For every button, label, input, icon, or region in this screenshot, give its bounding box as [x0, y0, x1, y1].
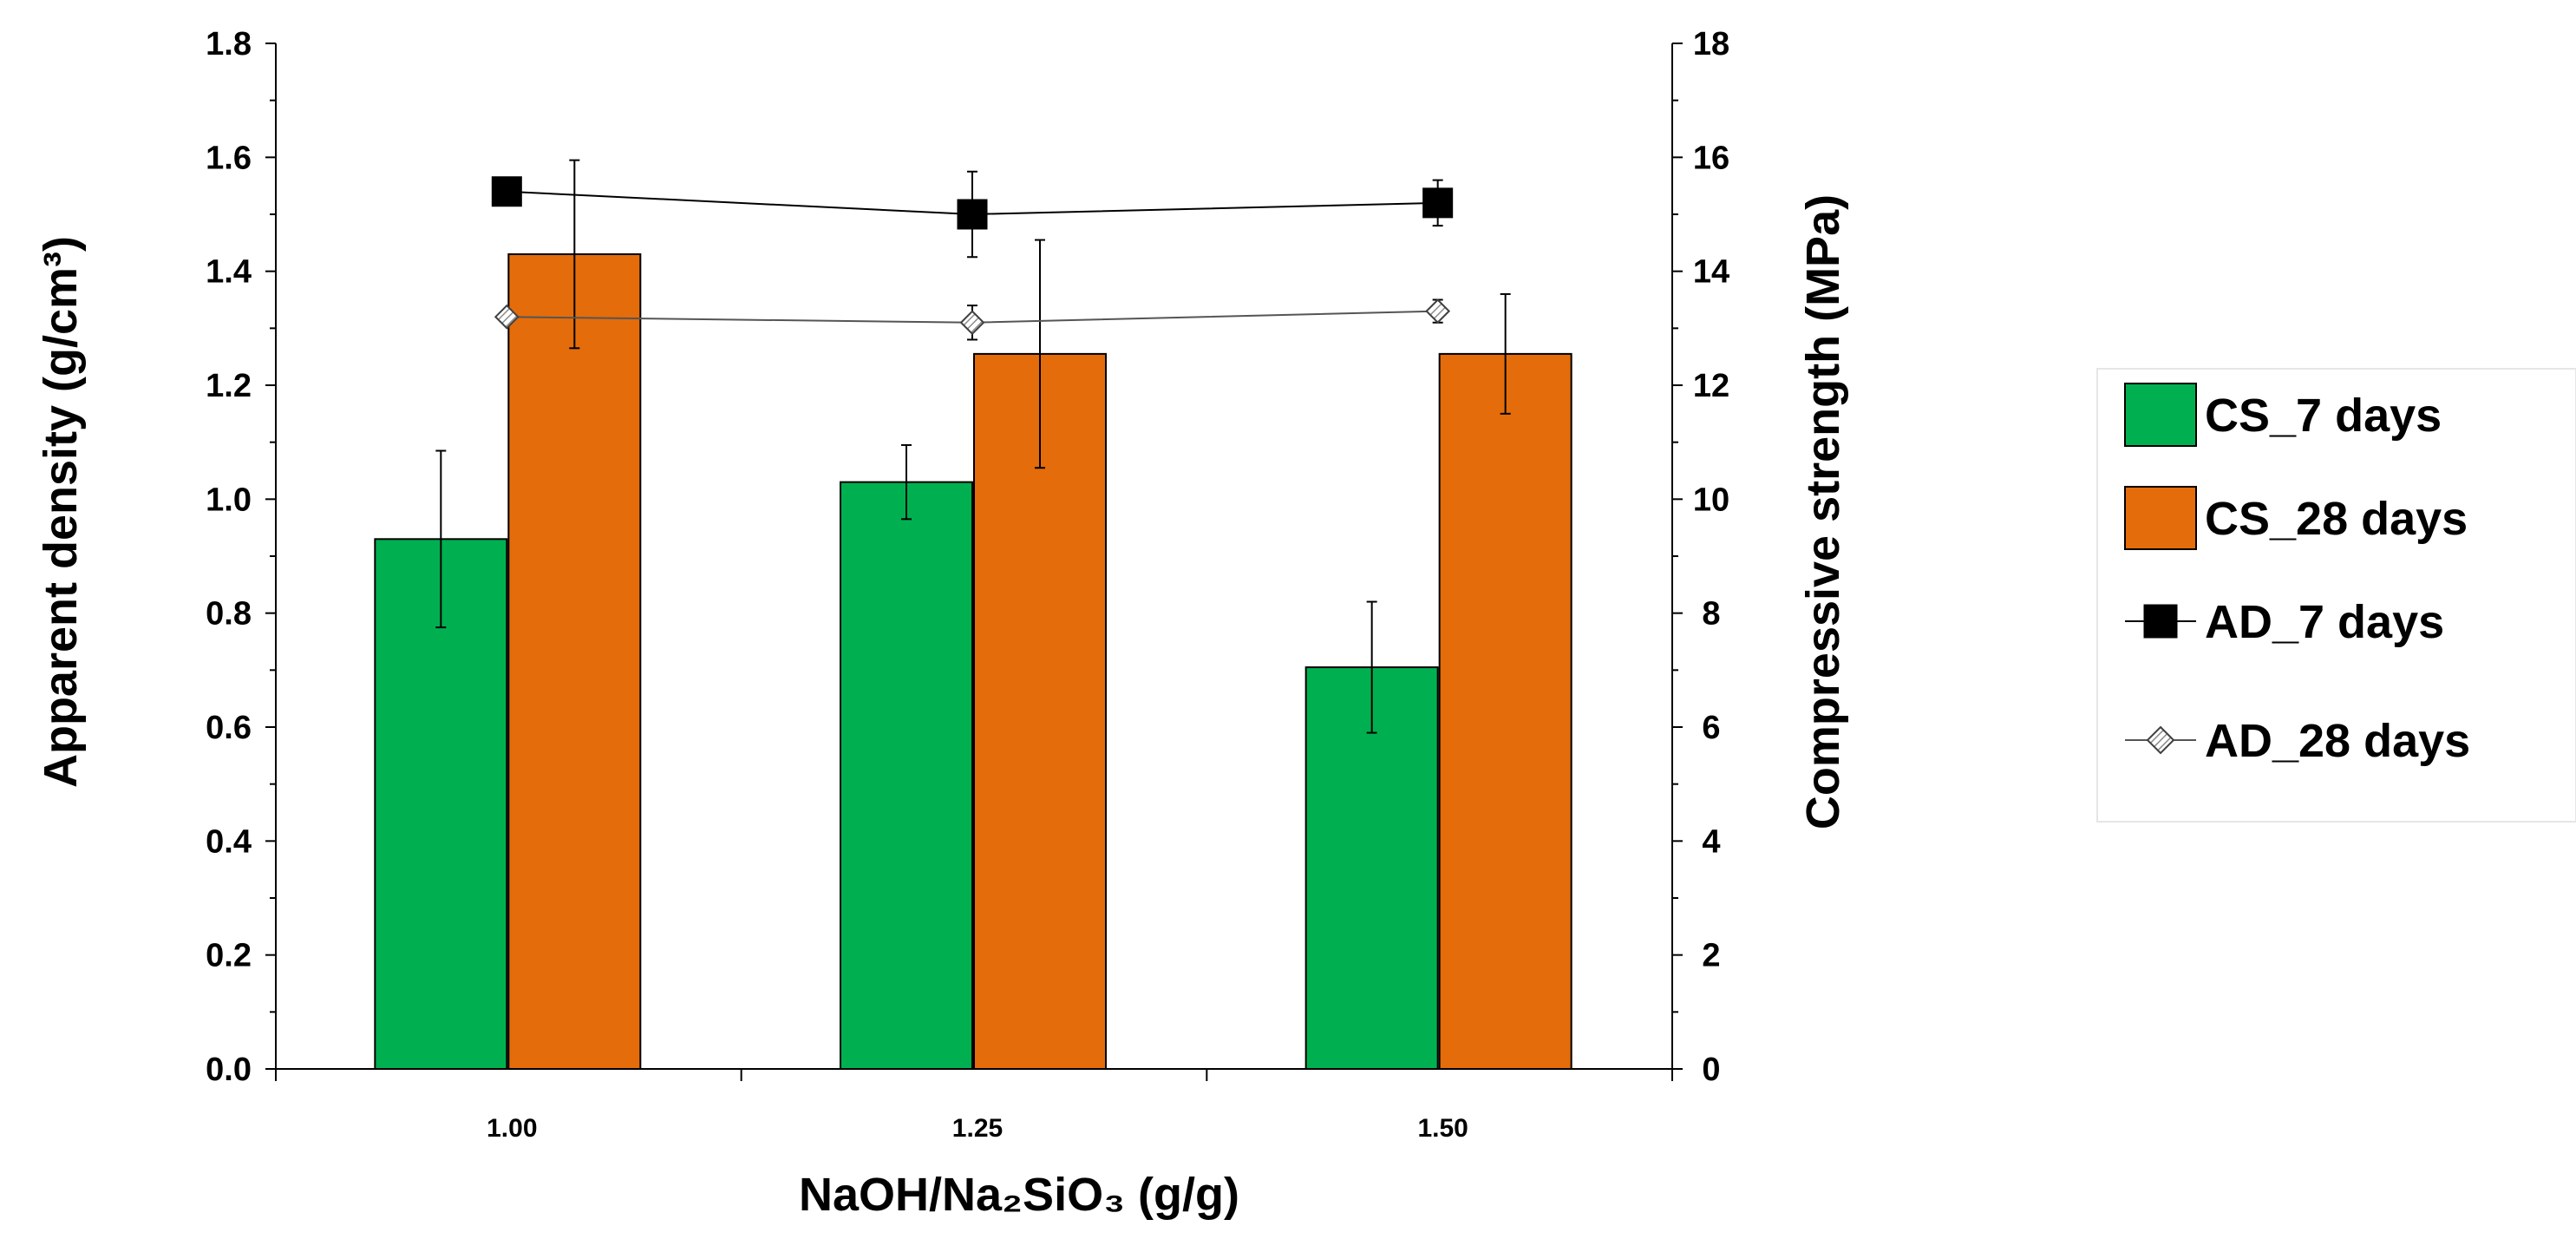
legend-ad-7-days-label: AD_7 days [2205, 596, 2444, 648]
right-tick-label: 16 [1693, 140, 1729, 176]
left-tick-label: 0.4 [206, 823, 252, 860]
point-ad-28-days-1 [959, 310, 985, 336]
bar-cs-7-days-1 [840, 481, 973, 1070]
left-tick-label: 1.4 [206, 254, 252, 291]
point-ad-7-days-1 [957, 199, 988, 230]
right-tick-label: 4 [1702, 823, 1720, 860]
bar-cs-28-days-0 [507, 252, 642, 1070]
left-tick-label: 1.0 [206, 482, 252, 518]
legend-cs-7-days-label: CS_7 days [2205, 390, 2442, 442]
x-tick-label: 1.00 [487, 1114, 537, 1143]
bar-cs-7-days-2 [1304, 666, 1439, 1070]
left-tick-label: 1.6 [206, 140, 252, 176]
point-ad-7-days-2 [1422, 187, 1454, 219]
right-axis-title: Compressive strength (MPa) [1797, 194, 1849, 829]
x-tick-label: 1.50 [1417, 1114, 1468, 1143]
point-ad-28-days-2 [1425, 298, 1451, 324]
left-tick-label: 1.8 [206, 26, 252, 62]
bar-cs-28-days-2 [1438, 352, 1572, 1070]
legend-ad-7-days-marker [2143, 604, 2178, 639]
right-tick-label: 6 [1702, 710, 1720, 746]
left-tick-label: 0.0 [206, 1052, 252, 1088]
right-tick-label: 2 [1702, 938, 1720, 974]
legend-ad-28-days-label: AD_28 days [2205, 715, 2470, 767]
right-tick-label: 14 [1693, 254, 1729, 291]
right-tick-label: 18 [1693, 26, 1729, 62]
x-axis-title: NaOH/Na₂SiO₃ (g/g) [799, 1169, 1239, 1221]
left-tick-label: 0.2 [206, 938, 252, 974]
plot-area [374, 159, 1572, 1070]
point-ad-28-days-0 [494, 304, 520, 330]
x-tick-label: 1.25 [952, 1114, 1003, 1143]
legend-cs-7-days-swatch [2124, 383, 2197, 447]
legend-cs-28-days-label: CS_28 days [2205, 493, 2468, 545]
left-axis-title: Apparent density (g/cm³) [35, 236, 87, 788]
left-tick-label: 1.2 [206, 368, 252, 404]
point-ad-7-days-0 [491, 176, 522, 207]
left-tick-label: 0.8 [206, 596, 252, 633]
right-tick-label: 12 [1693, 368, 1729, 404]
legend: CS_7 days CS_28 days AD_7 days AD_28 days [2096, 368, 2576, 823]
right-tick-label: 10 [1693, 482, 1729, 518]
right-tick-label: 0 [1702, 1052, 1720, 1088]
legend-cs-28-days-swatch [2124, 486, 2197, 550]
legend-ad-28-days-marker [2146, 725, 2175, 755]
right-tick-label: 8 [1702, 596, 1720, 633]
left-tick-label: 0.6 [206, 710, 252, 746]
axes: 0.0 0.2 0.4 0.6 0.8 1.0 1.2 1.4 1.6 1.8 0 2 4 6 8 10 12 1… [206, 26, 1729, 1143]
